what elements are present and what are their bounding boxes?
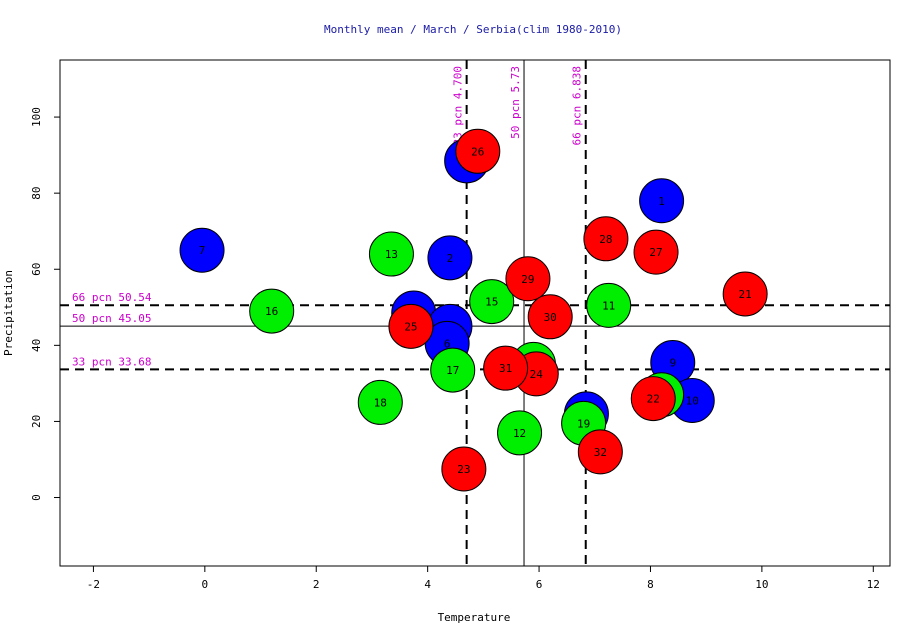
point-label-18: 18 — [374, 396, 387, 409]
x-tick-label-3: 4 — [424, 578, 431, 591]
point-label-26: 26 — [471, 145, 484, 158]
point-label-27: 27 — [649, 246, 662, 259]
vline-label-1: 50 pcn 5.73 — [509, 66, 522, 139]
vline-label-2: 66 pcn 6.838 — [571, 66, 584, 145]
x-tick-label-7: 12 — [867, 578, 880, 591]
y-tick-label-0: 0 — [30, 494, 43, 501]
point-label-11: 11 — [602, 299, 615, 312]
point-11 — [586, 282, 632, 328]
point-label-10: 10 — [686, 395, 699, 408]
x-tick-label-6: 10 — [755, 578, 768, 591]
y-tick-label-3: 60 — [30, 263, 43, 276]
point-32 — [577, 429, 623, 475]
point-12 — [497, 410, 543, 456]
y-axis-label: Precipitation — [2, 270, 15, 356]
reference-lines: 66 pcn 50.54 50 pcn 45.05 33 pcn 33.68 33 p… — [60, 60, 890, 566]
point-label-12: 12 — [513, 427, 526, 440]
point-label-2: 2 — [447, 252, 454, 265]
point-label-7: 7 — [199, 244, 206, 257]
plot-frame — [59, 59, 891, 567]
hline-label-1: 50 pcn 45.05 — [72, 312, 151, 325]
point-1 — [639, 178, 685, 224]
x-tick-label-2: 2 — [313, 578, 320, 591]
point-28 — [583, 216, 629, 262]
point-2 — [427, 235, 473, 281]
point-label-28: 28 — [599, 233, 612, 246]
y-tick-label-4: 80 — [30, 187, 43, 200]
point-label-25: 25 — [404, 320, 417, 333]
point-label-13: 13 — [385, 248, 398, 261]
point-22 — [630, 376, 676, 422]
point-label-29: 29 — [521, 273, 534, 286]
point-13 — [368, 231, 414, 277]
x-axis-label: Temperature — [438, 611, 511, 624]
x-tick-label-1: 0 — [202, 578, 209, 591]
y-tick-label-2: 40 — [30, 339, 43, 352]
point-25 — [388, 303, 434, 349]
y-tick-label-5: 100 — [30, 107, 43, 127]
y-tick-label-1: 20 — [30, 415, 43, 428]
point-label-17: 17 — [446, 364, 459, 377]
point-label-1: 1 — [658, 195, 665, 208]
point-29 — [505, 256, 551, 302]
point-label-16: 16 — [265, 305, 278, 318]
point-label-6: 6 — [444, 337, 451, 350]
vline-label-0: 33 pcn 4.700 — [452, 66, 465, 145]
point-16 — [249, 288, 295, 334]
point-label-15: 15 — [485, 296, 498, 309]
point-label-19: 19 — [577, 417, 590, 430]
hline-label-0: 66 pcn 50.54 — [72, 291, 152, 304]
point-21 — [722, 271, 768, 317]
point-label-24: 24 — [530, 368, 544, 381]
x-tick-label-5: 8 — [647, 578, 654, 591]
point-18 — [357, 379, 403, 425]
point-31 — [483, 345, 529, 391]
x-tick-label-4: 6 — [536, 578, 543, 591]
point-label-32: 32 — [594, 446, 607, 459]
point-7 — [179, 227, 225, 273]
point-label-31: 31 — [499, 362, 512, 375]
x-tick-label-0: -2 — [87, 578, 100, 591]
hline-label-2: 33 pcn 33.68 — [72, 355, 151, 368]
point-26 — [455, 128, 501, 174]
point-27 — [633, 229, 679, 275]
point-17 — [430, 347, 476, 393]
chart-title: Monthly mean / March / Serbia(clim 1980-… — [324, 23, 622, 36]
point-label-23: 23 — [457, 463, 470, 476]
point-label-9: 9 — [669, 356, 676, 369]
point-label-21: 21 — [739, 288, 752, 301]
point-30 — [527, 294, 573, 340]
point-15 — [469, 279, 515, 325]
point-label-22: 22 — [647, 393, 660, 406]
data-points: 1234567891011121314151617181920212223242… — [179, 128, 768, 492]
point-23 — [441, 446, 487, 492]
point-label-30: 30 — [544, 311, 557, 324]
